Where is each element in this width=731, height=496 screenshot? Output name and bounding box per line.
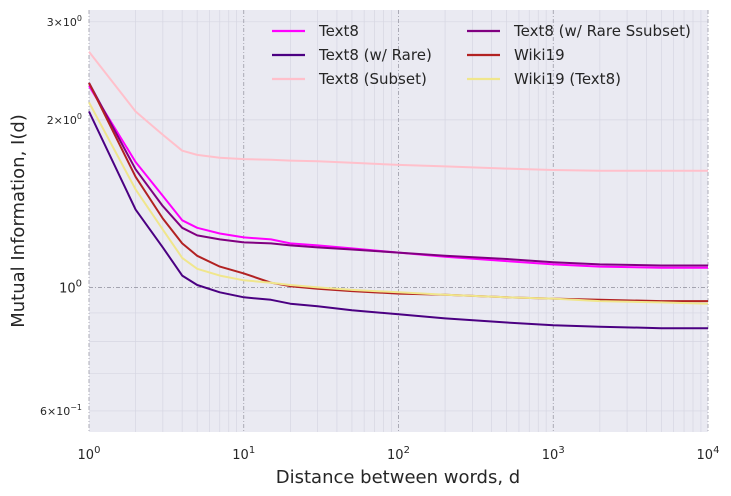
series-line (88, 82, 708, 267)
y-tick-label: 6×10−1 (40, 403, 82, 418)
y-tick-label: 2×100 (47, 112, 82, 127)
legend-label: Text8 (w/ Rare Ssubset) (513, 22, 691, 40)
series-layer (88, 51, 709, 330)
legend-label: Text8 (w/ Rare) (318, 46, 432, 64)
y-tick-label: 3×100 (47, 14, 82, 29)
legend: Text8 Text8 (w/ Rare) Text8 (Subset) Text8 … (272, 22, 691, 88)
x-tick-label: 101 (232, 445, 255, 463)
y-axis-label: Mutual Information, I(d) (8, 114, 29, 328)
legend-label: Wiki19 (Text8) (514, 70, 621, 88)
y-tick-label: 100 (59, 278, 82, 296)
major-grid (88, 10, 709, 432)
x-tick-label: 104 (697, 445, 720, 463)
legend-label: Text8 (Subset) (318, 70, 427, 88)
x-tick-label: 100 (78, 445, 101, 463)
series-line (88, 51, 708, 172)
x-axis-label: Distance between words, d (276, 467, 520, 488)
x-tick-label: 102 (387, 445, 410, 463)
legend-label: Wiki19 (514, 46, 565, 64)
series-line (88, 85, 708, 269)
x-tick-label: 103 (542, 445, 565, 463)
x-tick-labels: 100 101 102 103 104 (78, 445, 720, 463)
minor-grid (89, 10, 708, 432)
series-line (88, 101, 709, 305)
legend-label: Text8 (318, 22, 359, 40)
series-line (88, 111, 708, 330)
y-tick-labels: 6×10−1 100 2×100 3×100 (40, 14, 82, 418)
